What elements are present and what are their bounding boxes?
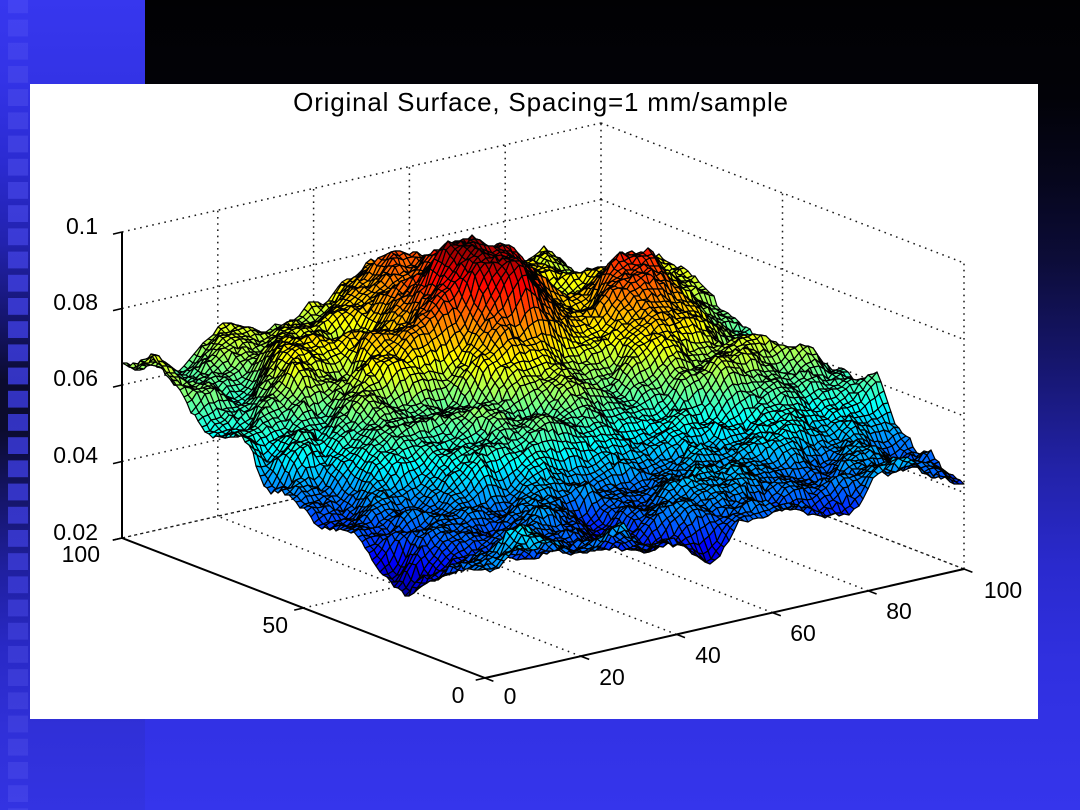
svg-text:100: 100 — [62, 541, 100, 567]
svg-text:0.04: 0.04 — [53, 442, 98, 468]
svg-text:0.06: 0.06 — [53, 365, 98, 391]
svg-text:0.1: 0.1 — [66, 213, 98, 239]
svg-text:20: 20 — [599, 664, 625, 690]
svg-text:50: 50 — [262, 612, 288, 638]
svg-text:0.02: 0.02 — [53, 519, 98, 545]
svg-text:Original Surface, Spacing=1 mm: Original Surface, Spacing=1 mm/sample — [293, 87, 789, 117]
svg-text:80: 80 — [886, 598, 912, 624]
svg-text:0.08: 0.08 — [53, 289, 98, 315]
svg-text:0: 0 — [452, 682, 465, 708]
svg-text:60: 60 — [790, 620, 816, 646]
svg-text:0: 0 — [504, 683, 517, 709]
svg-text:40: 40 — [695, 642, 721, 668]
svg-text:100: 100 — [984, 577, 1022, 603]
